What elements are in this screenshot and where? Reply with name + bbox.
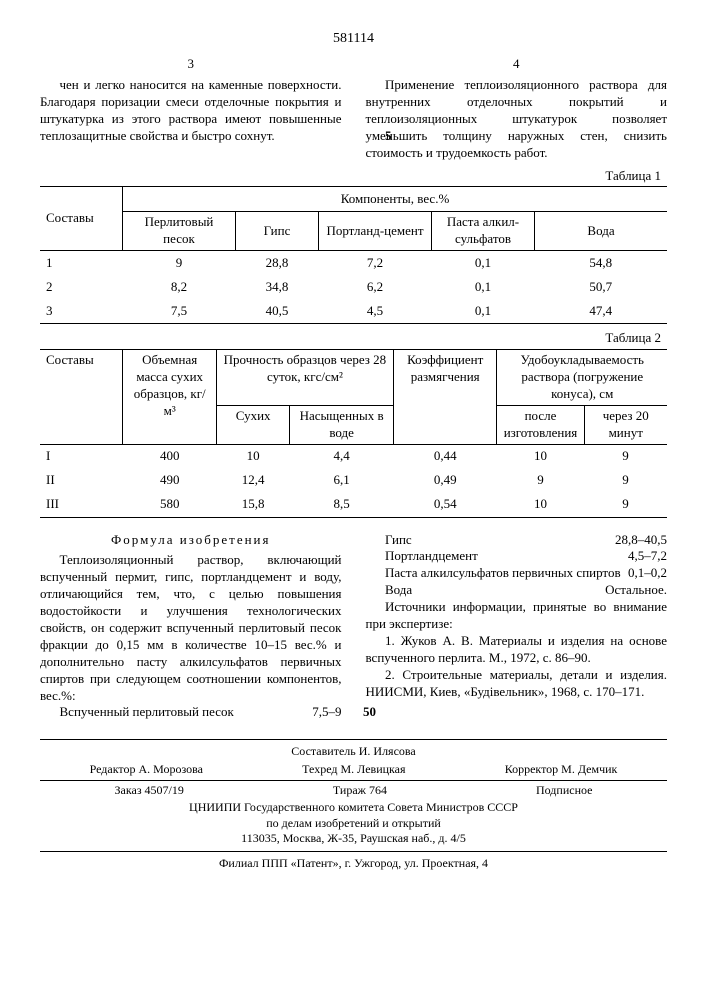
footer-compiler: Составитель И. Илясова (40, 744, 667, 760)
page-num-right: 4 (366, 56, 668, 73)
t2-h-compositions: Составы (40, 350, 123, 444)
line-marker-50: 50 (363, 704, 376, 721)
footer-editor: Редактор А. Морозова (90, 762, 203, 778)
footer-addr: 113035, Москва, Ж-35, Раушская наб., д. … (40, 831, 667, 847)
t2-h-20min: через 20 минут (584, 405, 667, 444)
t1-h-compositions: Составы (40, 187, 123, 251)
top-right-para: Применение теплоизоляционного раствора д… (366, 77, 668, 161)
t2-h-work: Удобоукладываемость раствора (погружение… (497, 350, 667, 406)
t2-h-strength: Прочность образцов через 28 суток, кгс/с… (216, 350, 393, 406)
comp-row: ВодаОстальное. (366, 582, 668, 599)
t1-col3: Паста алкил-сульфатов (432, 212, 535, 251)
claim-text: Теплоизоляционный раствор, включающий вс… (40, 552, 342, 704)
sources-intro: Источники информации, принятые во вниман… (366, 599, 668, 633)
footer-org1: ЦНИИПИ Государственного комитета Совета … (40, 800, 667, 816)
t2-h-after: после изготовления (497, 405, 584, 444)
t1-col0: Перлитовый песок (123, 212, 236, 251)
table1: Составы Компоненты, вес.% Перлитовый пес… (40, 186, 667, 324)
ref-1: 1. Жуков А. В. Материалы и изделия на ос… (366, 633, 668, 667)
footer-tirazh: Тираж 764 (333, 783, 387, 799)
comp-row: Паста алкилсульфатов первичных спиртов0,… (366, 565, 668, 582)
footer-order: Заказ 4507/19 (115, 783, 184, 799)
footer-box: Составитель И. Илясова Редактор А. Мороз… (40, 739, 667, 852)
table-row: 1 9 28,8 7,2 0,1 54,8 (40, 251, 667, 276)
top-left-para: чен и легко наносится на каменные поверх… (40, 77, 342, 145)
comp-left: Вспученный перлитовый песок 7,5–9 (40, 704, 342, 721)
comp-row: Гипс28,8–40,5 (366, 532, 668, 549)
table-row: III 580 15,8 8,5 0,54 10 9 (40, 493, 667, 518)
footer-sign: Подписное (536, 783, 593, 799)
table2: Составы Объемная масса сухих образцов, к… (40, 349, 667, 517)
t2-h-coef: Коэффициент размягчения (393, 350, 497, 444)
doc-number: 581114 (40, 30, 667, 48)
table-row: I 400 10 4,4 0,44 10 9 (40, 444, 667, 469)
table1-label: Таблица 1 (40, 168, 661, 185)
table-row: 3 7,5 40,5 4,5 0,1 47,4 (40, 299, 667, 324)
footer-org2: по делам изобретений и открытий (40, 816, 667, 832)
t2-h-dry: Сухих (216, 405, 289, 444)
t2-h-wet: Насыщенных в воде (290, 405, 394, 444)
table-row: II 490 12,4 6,1 0,49 9 9 (40, 469, 667, 493)
table2-label: Таблица 2 (40, 330, 661, 347)
t1-h-components: Компоненты, вес.% (123, 187, 668, 212)
t1-col1: Гипс (236, 212, 319, 251)
formula-title: Формула изобретения (40, 532, 342, 549)
table-row: 2 8,2 34,8 6,2 0,1 50,7 (40, 275, 667, 299)
footer-branch: Филиал ППП «Патент», г. Ужгород, ул. Про… (40, 856, 667, 872)
t2-h-mass: Объемная масса сухих образцов, кг/м³ (123, 350, 217, 444)
footer-tech: Техред М. Левицкая (302, 762, 405, 778)
t1-col4: Вода (535, 212, 668, 251)
t1-col2: Портланд-цемент (319, 212, 432, 251)
ref-2: 2. Строительные материалы, детали и изде… (366, 667, 668, 701)
footer-corr: Корректор М. Демчик (505, 762, 618, 778)
line-marker-5: 5 (385, 128, 392, 145)
comp-row: Портландцемент4,5–7,2 (366, 548, 668, 565)
page-num-left: 3 (40, 56, 342, 73)
